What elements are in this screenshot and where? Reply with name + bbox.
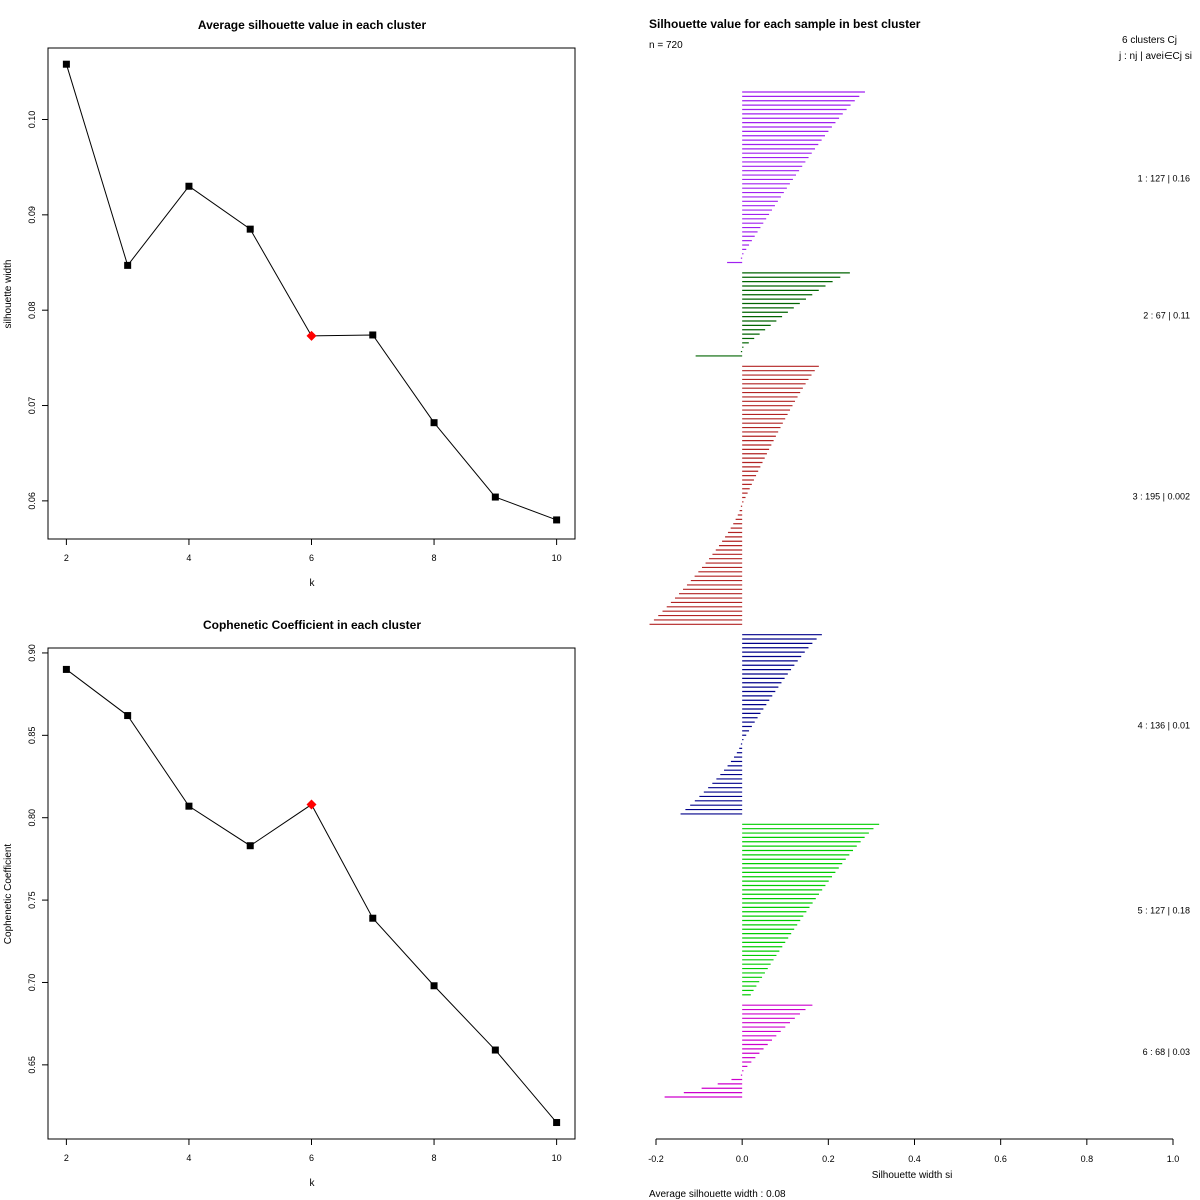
avg-silhouette-plot-area: 2 4 6 8 10 0.06 0.07 0.08 0.09 0.10 — [27, 60, 562, 563]
cluster-5-summary: 5 : 127 | 0.18 — [1138, 906, 1190, 916]
cluster-1-summary: 1 : 127 | 0.16 — [1138, 173, 1190, 183]
cophenetic-x-tick-label: 10 — [552, 1153, 562, 1163]
cophenetic-data-point — [62, 665, 70, 673]
avg-silhouette-data-point — [246, 225, 254, 233]
cophenetic-title: Cophenetic Coefficient in each cluster — [203, 618, 421, 632]
avg-silhouette-y-tick-label: 0.06 — [27, 492, 37, 510]
silhouette-x-tick-label: 0.0 — [736, 1154, 749, 1164]
cophenetic-data-point — [491, 1046, 499, 1054]
avg-silhouette-x-tick-label: 4 — [186, 553, 191, 563]
cophenetic-highlight-point — [306, 799, 317, 810]
avg-silhouette-xlabel: k — [310, 578, 316, 589]
sample-count: n = 720 — [649, 40, 683, 51]
avg-silhouette-data-point — [491, 493, 499, 501]
silhouette-x-tick-label: -0.2 — [648, 1154, 664, 1164]
avg-silhouette-y-tick-label: 0.08 — [27, 301, 37, 319]
cophenetic-y-tick-label: 0.65 — [27, 1056, 37, 1074]
avg-silhouette-data-point — [62, 60, 70, 68]
avg-silhouette-x-tick-label: 6 — [309, 553, 314, 563]
avg-silhouette-data-point — [369, 331, 377, 339]
cophenetic-data-point — [553, 1119, 561, 1127]
avg-silhouette-data-point — [185, 182, 193, 190]
silhouette-bars-area: -0.2 0.0 0.2 0.4 0.6 0.8 1.0 1 : 127 | 0.16 2 : … — [648, 91, 1190, 1164]
avg-silhouette-title: Average silhouette value in each cluster — [198, 18, 427, 32]
silhouette-x-tick-label: 0.6 — [994, 1154, 1007, 1164]
cophenetic-x-tick-label: 2 — [64, 1153, 69, 1163]
silhouette-plot-panel: Silhouette value for each sample in best… — [648, 17, 1192, 1200]
cophenetic-data-point — [369, 914, 377, 922]
avg-silhouette-data-point — [553, 516, 561, 524]
silhouette-x-tick-label: 0.4 — [908, 1154, 921, 1164]
cophenetic-y-tick-label: 0.85 — [27, 727, 37, 745]
avg-silhouette-x-tick-label: 8 — [432, 553, 437, 563]
cophenetic-x-tick-label: 6 — [309, 1153, 314, 1163]
cophenetic-ylabel: Cophenetic Coefficient — [3, 844, 14, 945]
cophenetic-panel: Cophenetic Coefficient in each cluster 2… — [3, 618, 576, 1189]
cophenetic-x-tick-label: 8 — [432, 1153, 437, 1163]
silhouette-x-tick-label: 0.2 — [822, 1154, 835, 1164]
avg-silhouette-panel: Average silhouette value in each cluster… — [3, 18, 576, 589]
cluster-header: 6 clusters Cj — [1122, 35, 1177, 46]
cophenetic-y-tick-label: 0.75 — [27, 891, 37, 909]
silhouette-x-tick-label: 1.0 — [1167, 1154, 1180, 1164]
cophenetic-x-tick-label: 4 — [186, 1153, 191, 1163]
cophenetic-frame — [47, 647, 576, 1140]
silhouette-x-tick-label: 0.8 — [1081, 1154, 1094, 1164]
avg-silhouette-highlight-point — [306, 330, 317, 341]
avg-silhouette-data-point — [430, 419, 438, 427]
cophenetic-series-line — [66, 669, 557, 1123]
cluster-4-summary: 4 : 136 | 0.01 — [1138, 720, 1190, 730]
silhouette-xlabel: Silhouette width si — [872, 1170, 953, 1181]
cluster-2-summary: 2 : 67 | 0.11 — [1143, 310, 1190, 320]
avg-silhouette-ylabel: silhouette width — [3, 260, 14, 329]
cluster-3-summary: 3 : 195 | 0.002 — [1133, 491, 1190, 501]
silhouette-plot-title: Silhouette value for each sample in best… — [649, 17, 921, 31]
avg-silhouette-y-tick-label: 0.10 — [27, 111, 37, 129]
cophenetic-xlabel: k — [310, 1178, 316, 1189]
cophenetic-y-tick-label: 0.90 — [27, 644, 37, 662]
cophenetic-plot-area: 2 4 6 8 10 0.65 0.70 0.75 0.80 0.85 0.90 — [27, 644, 562, 1163]
cophenetic-y-tick-label: 0.80 — [27, 809, 37, 827]
avg-silhouette-x-tick-label: 2 — [64, 553, 69, 563]
cophenetic-data-point — [430, 982, 438, 990]
avg-silhouette-y-tick-label: 0.09 — [27, 206, 37, 224]
avg-silhouette-series-line — [65, 64, 557, 521]
avg-silhouette-data-point — [124, 261, 132, 269]
cophenetic-y-tick-label: 0.70 — [27, 974, 37, 992]
avg-silhouette-x-tick-label: 10 — [552, 553, 562, 563]
cophenetic-data-point — [124, 712, 132, 720]
cophenetic-data-point — [246, 842, 254, 850]
avg-silhouette-y-tick-label: 0.07 — [27, 397, 37, 415]
average-silhouette-footer: Average silhouette width : 0.08 — [649, 1189, 786, 1200]
cluster-6-summary: 6 : 68 | 0.03 — [1143, 1047, 1190, 1057]
avg-silhouette-frame — [47, 47, 576, 540]
cluster-subheader: j : nj | avei∈Cj si — [1118, 51, 1192, 62]
cophenetic-data-point — [185, 802, 193, 810]
